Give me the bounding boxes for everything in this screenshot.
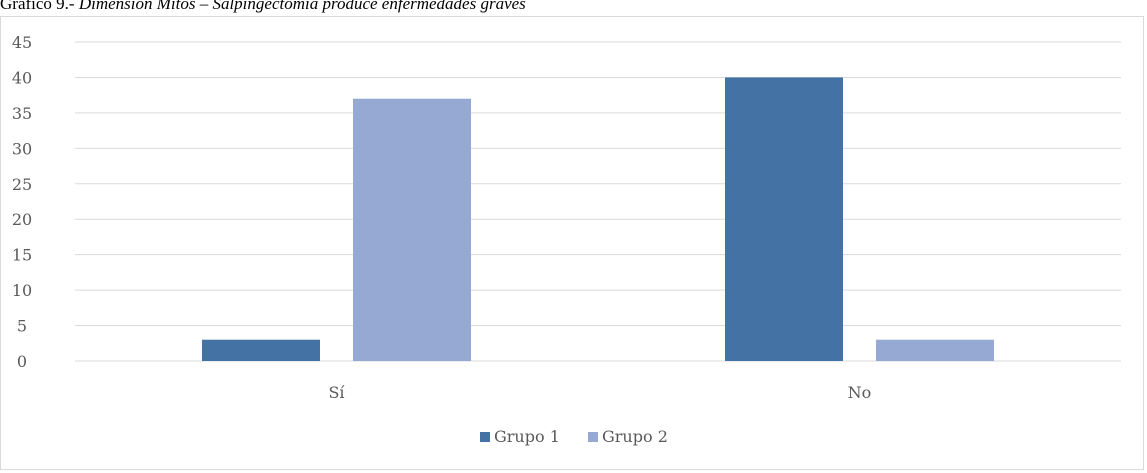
- gridlines: [75, 41, 1121, 362]
- y-tick-label: 40: [12, 68, 32, 87]
- x-tick-label: Sí: [328, 383, 345, 402]
- y-tick-label: 15: [12, 246, 32, 265]
- y-tick-label: 5: [17, 317, 27, 336]
- bar-2-1: [353, 98, 471, 361]
- legend-label: Grupo 1: [494, 427, 560, 446]
- caption-title: Dimensión Mitos – Salpingectomía produce…: [78, 0, 526, 13]
- y-tick-label: 35: [12, 104, 32, 123]
- bar-2-2: [876, 339, 994, 361]
- chart-caption: Gráfico 9.- Dimensión Mitos – Salpingect…: [0, 0, 1147, 16]
- chart-frame: [0, 16, 1144, 470]
- legend-label: Grupo 2: [602, 427, 668, 446]
- x-axis-ticks: Sí No: [328, 383, 871, 402]
- legend-swatch: [480, 432, 490, 442]
- y-tick-label: 25: [12, 175, 32, 194]
- legend-swatch: [588, 432, 598, 442]
- legend: Grupo 1 Grupo 2: [480, 427, 668, 446]
- bar-1-1: [202, 339, 320, 361]
- caption-prefix: Gráfico 9.-: [0, 0, 79, 13]
- y-tick-label: 10: [12, 281, 32, 300]
- bars: [202, 77, 994, 361]
- x-tick-label: No: [848, 383, 872, 402]
- y-tick-label: 20: [12, 210, 32, 229]
- bar-1-2: [725, 77, 843, 361]
- y-axis-ticks: 0 5 10 15 20 25 30 35 40 45: [12, 33, 32, 371]
- y-tick-label: 45: [12, 33, 32, 52]
- y-tick-label: 0: [17, 352, 27, 371]
- y-tick-label: 30: [12, 139, 32, 158]
